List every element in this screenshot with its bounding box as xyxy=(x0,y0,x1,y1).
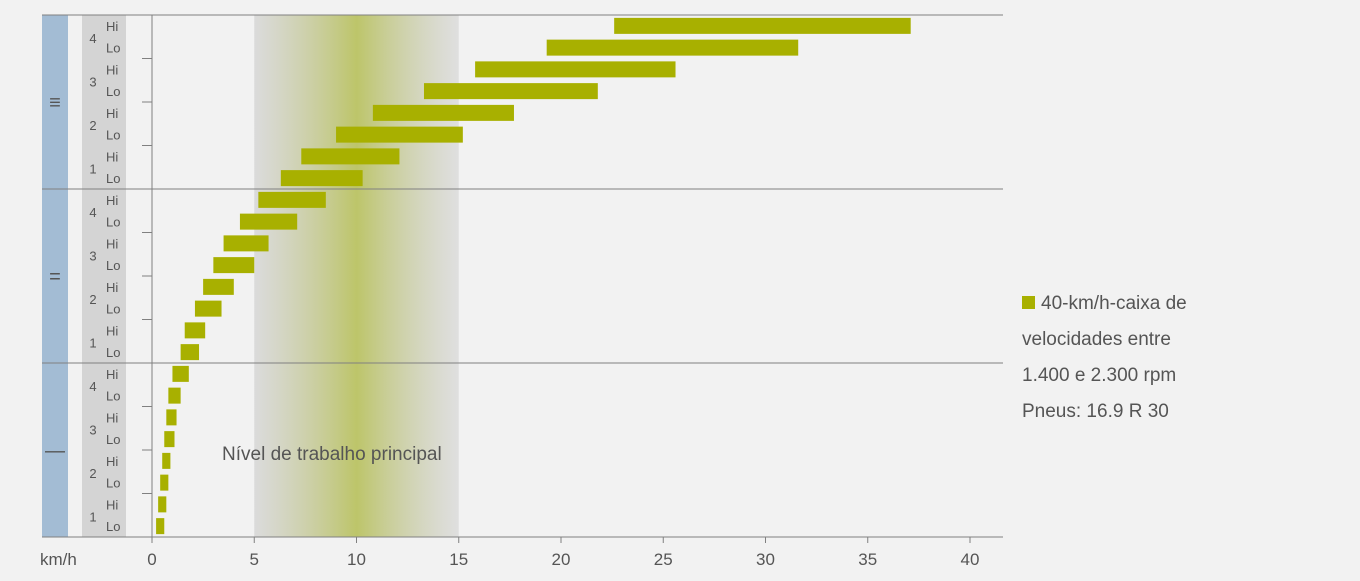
gear-number-label: 1 xyxy=(89,335,96,350)
range-label: Hi xyxy=(106,454,118,469)
legend: 40-km/h-caixa de velocidades entre 1.400… xyxy=(1022,286,1322,430)
speed-bar xyxy=(213,257,255,274)
group-column xyxy=(42,15,68,537)
range-label: Lo xyxy=(106,41,120,56)
speed-bar xyxy=(160,474,169,491)
legend-line-1: 40-km/h-caixa de xyxy=(1041,293,1187,314)
group-symbol: ≡ xyxy=(49,92,61,114)
range-label: Lo xyxy=(106,128,120,143)
range-label: Hi xyxy=(106,236,118,251)
range-label: Hi xyxy=(106,280,118,295)
gear-number-label: 3 xyxy=(89,74,96,89)
speed-bar xyxy=(180,344,200,361)
speed-bar xyxy=(301,148,400,165)
speed-bar xyxy=(166,409,177,426)
group-symbol: = xyxy=(49,266,61,288)
x-unit-label: km/h xyxy=(40,550,77,569)
x-tick-label: 30 xyxy=(756,550,775,569)
speed-bar xyxy=(158,496,167,513)
range-label: Lo xyxy=(106,258,120,273)
range-label: Lo xyxy=(106,389,120,404)
range-label: Hi xyxy=(106,106,118,121)
x-tick-label: 25 xyxy=(654,550,673,569)
x-tick-label: 5 xyxy=(250,550,259,569)
range-label: Lo xyxy=(106,171,120,186)
legend-line-4: Pneus: 16.9 R 30 xyxy=(1022,401,1169,422)
legend-entry: 40-km/h-caixa de xyxy=(1022,286,1322,322)
range-label: Lo xyxy=(106,432,120,447)
range-label: Lo xyxy=(106,84,120,99)
legend-swatch xyxy=(1022,296,1035,309)
x-tick-label: 0 xyxy=(147,550,156,569)
range-label: Lo xyxy=(106,215,120,230)
legend-line-2: velocidades entre xyxy=(1022,329,1171,350)
x-tick-label: 20 xyxy=(552,550,571,569)
gear-number-label: 1 xyxy=(89,161,96,176)
gear-number-label: 1 xyxy=(89,509,96,524)
highlight-band xyxy=(254,15,459,537)
gear-number-label: 4 xyxy=(89,379,96,394)
speed-bar xyxy=(156,518,165,535)
speed-bar xyxy=(164,431,175,448)
speed-bar xyxy=(258,191,326,208)
speed-bar xyxy=(336,126,463,143)
range-label: Lo xyxy=(106,476,120,491)
speed-bar xyxy=(423,83,598,100)
speed-bar xyxy=(162,452,171,469)
range-label: Hi xyxy=(106,410,118,425)
speed-bar xyxy=(372,104,514,121)
range-label: Lo xyxy=(106,302,120,317)
range-label: Hi xyxy=(106,323,118,338)
range-label: Hi xyxy=(106,367,118,382)
band-label: Nível de trabalho principal xyxy=(222,444,442,465)
speed-bar xyxy=(172,365,189,382)
x-tick-label: 10 xyxy=(347,550,366,569)
x-tick-label: 35 xyxy=(858,550,877,569)
legend-line-3: 1.400 e 2.300 rpm xyxy=(1022,365,1177,386)
x-tick-label: 40 xyxy=(961,550,980,569)
range-label: Hi xyxy=(106,19,118,34)
x-tick-label: 15 xyxy=(449,550,468,569)
speed-bar xyxy=(223,235,269,252)
gear-number-label: 3 xyxy=(89,248,96,263)
speed-bar xyxy=(184,322,206,339)
speed-bar xyxy=(168,387,181,404)
group-symbol: — xyxy=(45,440,65,462)
speed-bar xyxy=(203,278,234,295)
range-label: Lo xyxy=(106,519,120,534)
range-label: Hi xyxy=(106,193,118,208)
row-label-column xyxy=(82,15,126,537)
gear-number-label: 3 xyxy=(89,422,96,437)
speed-bar xyxy=(280,170,363,187)
gear-number-label: 2 xyxy=(89,118,96,133)
speed-bar xyxy=(239,213,298,230)
speed-bar xyxy=(614,17,911,34)
speed-bar xyxy=(194,300,222,317)
gear-number-label: 4 xyxy=(89,205,96,220)
speed-bar xyxy=(475,61,676,78)
range-label: Hi xyxy=(106,149,118,164)
gear-number-label: 4 xyxy=(89,31,96,46)
speed-bar xyxy=(546,39,799,56)
range-label: Hi xyxy=(106,497,118,512)
range-label: Hi xyxy=(106,62,118,77)
gear-number-label: 2 xyxy=(89,292,96,307)
range-label: Lo xyxy=(106,345,120,360)
gear-number-label: 2 xyxy=(89,466,96,481)
